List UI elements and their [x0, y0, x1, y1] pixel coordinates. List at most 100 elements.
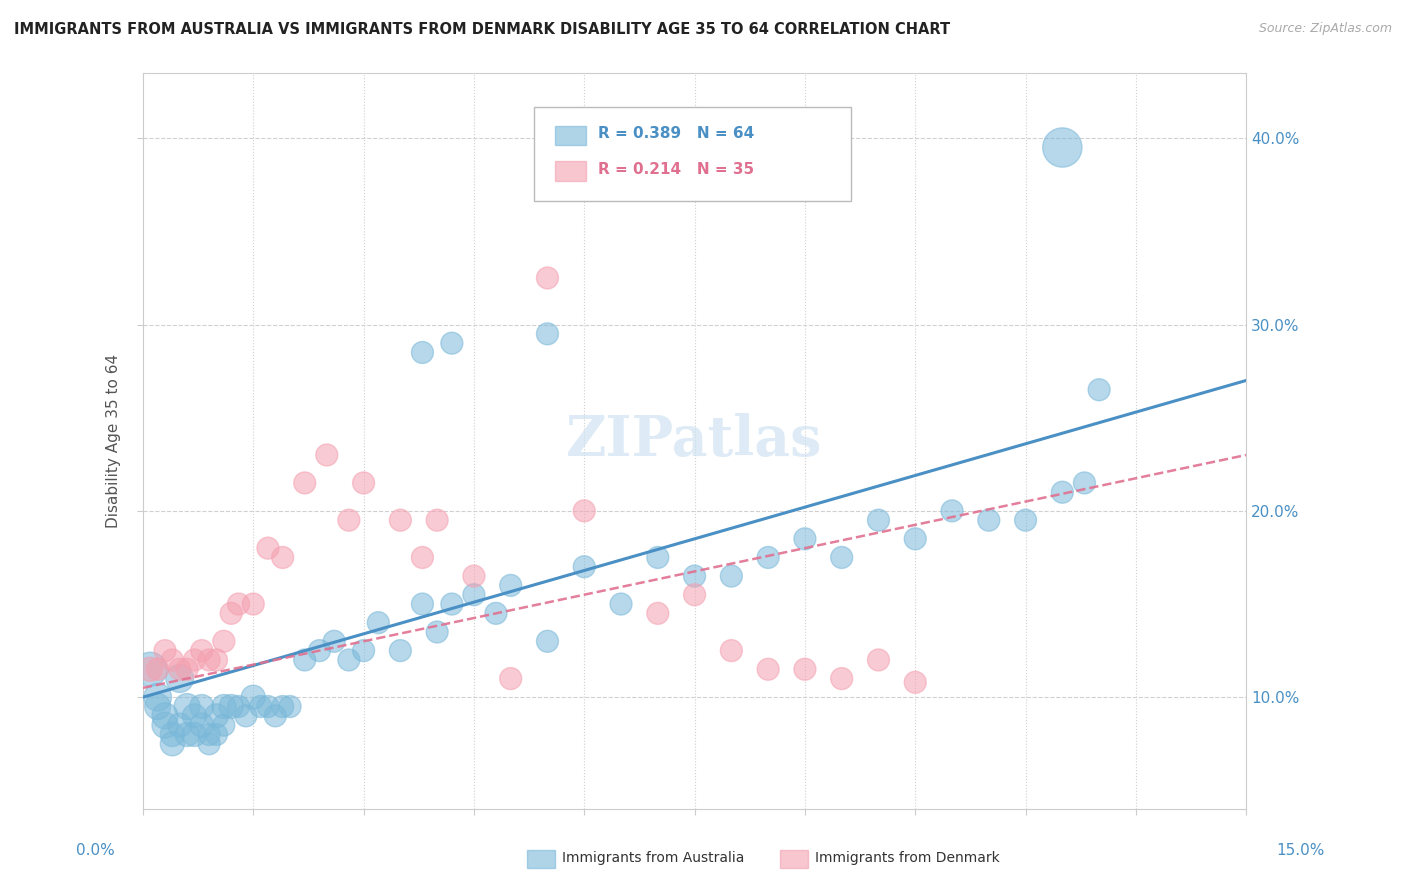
Text: Immigrants from Denmark: Immigrants from Denmark [815, 851, 1000, 865]
Point [176, 699, 198, 714]
Point [139, 662, 162, 676]
Point [212, 718, 235, 732]
Point [574, 559, 596, 574]
Point [426, 513, 449, 527]
Point [683, 569, 706, 583]
Point [212, 634, 235, 648]
Point [389, 513, 412, 527]
Point [176, 727, 198, 741]
Point [146, 662, 169, 676]
Point [219, 699, 242, 714]
Point [198, 737, 221, 751]
Text: 15.0%: 15.0% [1277, 843, 1324, 858]
Point [323, 634, 346, 648]
Point [191, 643, 214, 657]
Point [463, 588, 485, 602]
Point [868, 513, 890, 527]
Point [183, 709, 205, 723]
Text: 0.0%: 0.0% [76, 843, 115, 858]
Point [683, 588, 706, 602]
Point [183, 653, 205, 667]
Point [146, 690, 169, 705]
Point [831, 550, 853, 565]
Point [756, 662, 779, 676]
Point [249, 699, 271, 714]
Point [242, 597, 264, 611]
Point [647, 550, 669, 565]
Point [536, 271, 558, 285]
Point [278, 699, 301, 714]
Point [153, 709, 176, 723]
Point [315, 448, 337, 462]
Point [793, 532, 815, 546]
Point [574, 504, 596, 518]
Text: Immigrants from Australia: Immigrants from Australia [562, 851, 745, 865]
Point [499, 578, 522, 592]
Point [235, 709, 257, 723]
Point [169, 662, 191, 676]
Text: R = 0.389   N = 64: R = 0.389 N = 64 [598, 127, 754, 141]
Point [411, 345, 433, 359]
Point [1052, 140, 1074, 154]
Text: IMMIGRANTS FROM AUSTRALIA VS IMMIGRANTS FROM DENMARK DISABILITY AGE 35 TO 64 COR: IMMIGRANTS FROM AUSTRALIA VS IMMIGRANTS … [14, 22, 950, 37]
Point [411, 550, 433, 565]
Point [205, 653, 228, 667]
Point [440, 597, 463, 611]
Point [941, 504, 963, 518]
Text: R = 0.214   N = 35: R = 0.214 N = 35 [598, 162, 754, 177]
Point [756, 550, 779, 565]
Point [153, 718, 176, 732]
Point [1052, 485, 1074, 500]
Point [977, 513, 1000, 527]
Point [499, 672, 522, 686]
Point [191, 699, 214, 714]
Point [367, 615, 389, 630]
Point [183, 727, 205, 741]
Point [647, 607, 669, 621]
Point [264, 709, 287, 723]
Point [411, 597, 433, 611]
Point [868, 653, 890, 667]
Point [485, 607, 508, 621]
Point [257, 541, 280, 556]
Point [257, 699, 280, 714]
Text: ZIPatlas: ZIPatlas [567, 414, 823, 468]
Point [1073, 475, 1095, 490]
Point [271, 550, 294, 565]
Point [198, 727, 221, 741]
Point [1014, 513, 1036, 527]
Point [212, 699, 235, 714]
Point [198, 653, 221, 667]
Point [146, 699, 169, 714]
Point [793, 662, 815, 676]
Point [337, 653, 360, 667]
Point [353, 643, 375, 657]
Point [242, 690, 264, 705]
Point [389, 643, 412, 657]
Y-axis label: Disability Age 35 to 64: Disability Age 35 to 64 [107, 354, 121, 528]
Point [153, 643, 176, 657]
Point [139, 662, 162, 676]
Point [720, 569, 742, 583]
Point [536, 634, 558, 648]
Text: Source: ZipAtlas.com: Source: ZipAtlas.com [1258, 22, 1392, 36]
Point [162, 653, 184, 667]
Point [219, 607, 242, 621]
Point [169, 718, 191, 732]
Point [191, 718, 214, 732]
Point [162, 737, 184, 751]
Point [205, 727, 228, 741]
Point [308, 643, 330, 657]
Point [610, 597, 633, 611]
Point [904, 532, 927, 546]
Point [294, 653, 316, 667]
Point [831, 672, 853, 686]
Point [904, 675, 927, 690]
Point [162, 727, 184, 741]
Point [720, 643, 742, 657]
Point [536, 326, 558, 341]
Point [337, 513, 360, 527]
Point [228, 597, 250, 611]
Point [353, 475, 375, 490]
Point [205, 709, 228, 723]
